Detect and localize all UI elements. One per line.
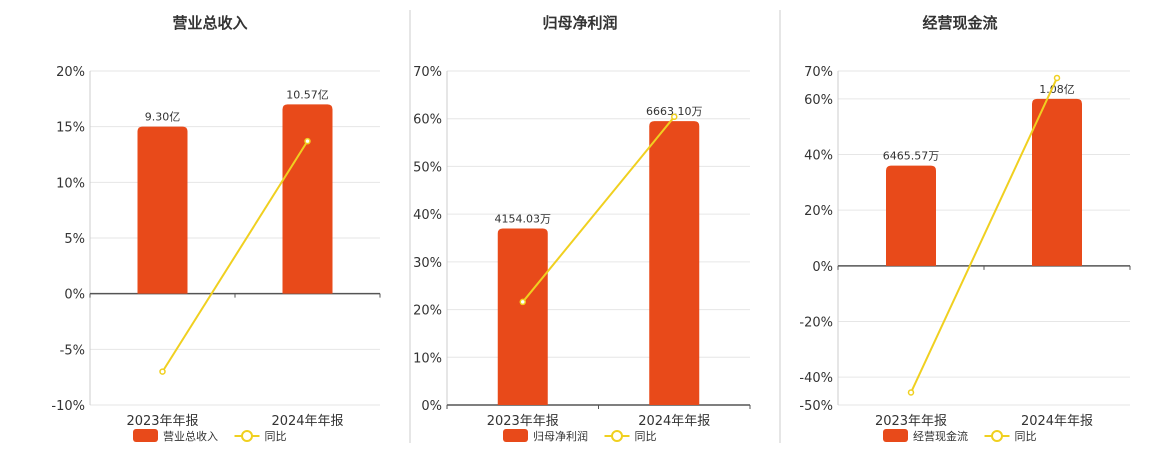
x-tick-label: 2023年年报 (126, 414, 198, 429)
y-tick-label: 20% (804, 204, 833, 219)
bar (497, 228, 548, 405)
bar-data-label: 1.08亿 (1039, 83, 1075, 96)
y-tick-label: 40% (804, 149, 833, 164)
x-tick-label: 2024年年报 (271, 414, 343, 429)
y-tick-label: 15% (56, 121, 85, 136)
y-tick-label: -5% (60, 343, 85, 358)
y-tick-label: -10% (51, 399, 85, 414)
y-tick-label: -40% (799, 371, 833, 386)
legend-bar-swatch (503, 429, 528, 442)
legend-bar-swatch (133, 429, 158, 442)
bar-data-label: 6663.10万 (646, 105, 703, 118)
legend-line-marker (991, 430, 1003, 442)
y-tick-label: 60% (413, 113, 442, 128)
y-tick-label: 50% (413, 160, 442, 175)
x-tick-label: 2023年年报 (487, 414, 559, 429)
x-tick-label: 2024年年报 (638, 414, 710, 429)
y-tick-label: -20% (799, 316, 833, 331)
y-tick-label: 60% (804, 93, 833, 108)
legend-label: 营业总收入 (163, 429, 218, 443)
y-tick-label: -50% (799, 399, 833, 414)
bar (649, 121, 700, 405)
y-tick-label: 20% (413, 304, 442, 319)
y-tick-label: 30% (413, 256, 442, 271)
legend-line-marker (611, 430, 623, 442)
bar-data-label: 9.30亿 (145, 111, 181, 124)
yoy-line (161, 140, 309, 373)
legend-label: 同比 (635, 430, 657, 443)
x-tick-label: 2023年年报 (875, 414, 947, 429)
yoy-point (907, 389, 915, 396)
bar (1032, 98, 1082, 266)
yoy-line (521, 116, 676, 303)
y-tick-label: 10% (413, 351, 442, 366)
legend-label: 同比 (1015, 430, 1037, 443)
x-tick-label: 2024年年报 (1021, 414, 1093, 429)
legend-bar-swatch (883, 429, 908, 442)
y-tick-label: 5% (64, 232, 85, 247)
yoy-point (671, 113, 678, 121)
legend-line-marker (241, 430, 253, 442)
chart-panel-revenue: 营业总收入 -10% -5% 0% 5% 10% 15% 20% 2023年年报 2024年年报… (51, 14, 381, 443)
legend-label: 经营现金流 (913, 429, 968, 443)
y-tick-label: 70% (804, 65, 833, 80)
y-tick-label: 70% (413, 65, 442, 80)
chart-title: 营业总收入 (172, 14, 247, 32)
y-tick-label: 0% (64, 288, 85, 303)
panel-dividers (409, 10, 781, 443)
legend-label: 归母净利润 (533, 429, 588, 443)
chart-panel-net-profit: 归母净利润 0% 10% 20% 30% 40% 50% 60% 70% 2023年年报 2024… (413, 14, 751, 443)
yoy-point (1053, 74, 1061, 82)
chart-title: 经营现金流 (922, 14, 997, 32)
bar (137, 126, 188, 294)
bar (886, 165, 936, 266)
y-tick-label: 10% (56, 176, 85, 191)
yoy-point (519, 298, 526, 306)
chart-panel-cash-flow: 经营现金流 -50% -40% -20% 0% 20% 40% 60% 70% 2023年年报 2… (799, 14, 1131, 443)
bar-data-label: 10.57亿 (286, 88, 329, 101)
yoy-point (159, 368, 166, 375)
bar-data-label: 6465.57万 (883, 150, 940, 163)
chart-title: 归母净利润 (542, 14, 617, 32)
y-tick-label: 0% (812, 260, 833, 275)
bar (282, 104, 333, 294)
y-tick-label: 40% (413, 208, 442, 223)
yoy-line (910, 77, 1058, 393)
bar-data-label: 4154.03万 (495, 212, 552, 225)
y-tick-label: 20% (56, 65, 85, 80)
yoy-point (304, 137, 311, 145)
legend-label: 同比 (265, 430, 287, 443)
y-tick-label: 0% (421, 399, 442, 414)
